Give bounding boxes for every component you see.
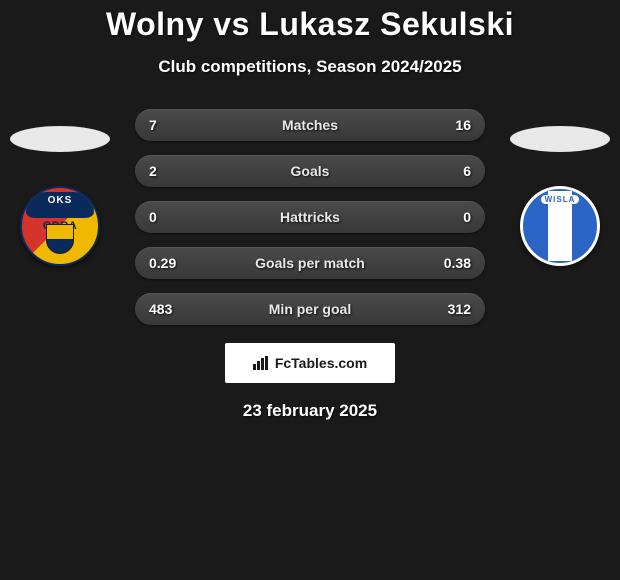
stat-row: 0 Hattricks 0	[135, 201, 485, 233]
stat-row: 483 Min per goal 312	[135, 293, 485, 325]
stat-label: Goals	[135, 163, 485, 179]
bar-chart-icon	[253, 356, 271, 370]
stat-label: Matches	[135, 117, 485, 133]
stat-row: 7 Matches 16	[135, 109, 485, 141]
stat-label: Goals per match	[135, 255, 485, 271]
club-badge-left: OKS ODRA	[20, 186, 100, 266]
badge-right-short: WISLA	[541, 195, 580, 204]
stat-label: Min per goal	[135, 301, 485, 317]
attribution-text: FcTables.com	[275, 355, 367, 371]
badge-left-crest-icon	[46, 224, 74, 254]
player-photo-placeholder-left	[10, 126, 110, 152]
page-title: Wolny vs Lukasz Sekulski	[0, 0, 620, 43]
player-left: OKS ODRA	[10, 126, 110, 266]
badge-left-short: OKS	[48, 195, 73, 206]
player-photo-placeholder-right	[510, 126, 610, 152]
club-badge-right: WISLA	[520, 186, 600, 266]
attribution-badge[interactable]: FcTables.com	[225, 343, 395, 383]
subtitle: Club competitions, Season 2024/2025	[0, 57, 620, 77]
stats-list: 7 Matches 16 2 Goals 6 0 Hattricks 0 0.2…	[135, 109, 485, 325]
date-text: 23 february 2025	[0, 401, 620, 421]
stat-row: 0.29 Goals per match 0.38	[135, 247, 485, 279]
stat-row: 2 Goals 6	[135, 155, 485, 187]
player-right: WISLA	[510, 126, 610, 266]
comparison-card: Wolny vs Lukasz Sekulski Club competitio…	[0, 0, 620, 580]
stat-label: Hattricks	[135, 209, 485, 225]
